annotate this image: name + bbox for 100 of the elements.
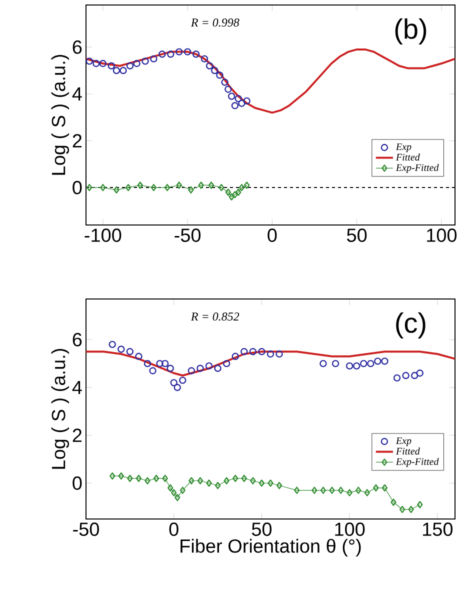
- point: [312, 486, 318, 494]
- point: [353, 362, 360, 370]
- point: [99, 60, 107, 68]
- point: [364, 489, 370, 496]
- annotation: R = 0.852: [190, 312, 240, 321]
- y-axis-title: Log ( S ) (a.u.): [51, 348, 70, 469]
- point: [218, 184, 224, 192]
- point: [276, 350, 283, 358]
- point: [216, 72, 224, 79]
- point: [266, 350, 274, 358]
- point: [356, 486, 362, 494]
- legend-label: Exp-Fitted: [396, 164, 439, 174]
- point: [224, 86, 232, 93]
- point: [196, 364, 204, 372]
- point: [214, 482, 221, 490]
- point: [158, 50, 166, 58]
- point: [320, 486, 326, 494]
- x-tick-label: 0: [169, 522, 178, 536]
- point: [142, 58, 149, 65]
- point: [228, 92, 236, 100]
- y-tick-label: 2: [72, 428, 82, 442]
- point: [243, 97, 250, 105]
- point: [205, 362, 213, 370]
- y-tick-label: 6: [72, 332, 82, 346]
- point: [232, 190, 238, 198]
- point: [329, 486, 335, 494]
- point: [224, 477, 230, 484]
- legend-label: Exp-Fitted: [396, 458, 439, 468]
- point: [373, 484, 379, 492]
- point: [206, 480, 212, 487]
- point: [402, 372, 410, 380]
- point: [390, 498, 396, 506]
- point: [174, 384, 181, 392]
- point: [235, 188, 242, 196]
- point: [144, 360, 152, 368]
- x-tick-label: -100: [84, 228, 122, 242]
- legend-label: Fitted: [396, 448, 420, 455]
- annotation: R = 0.998: [190, 18, 240, 27]
- y-tick-label: 0: [72, 180, 82, 194]
- x-tick-label: 100: [335, 522, 365, 536]
- point: [360, 360, 368, 368]
- point: [156, 360, 164, 368]
- legend-label: Fitted: [396, 154, 420, 161]
- point: [232, 352, 239, 360]
- point: [149, 367, 156, 374]
- point: [416, 370, 424, 377]
- point: [367, 360, 374, 368]
- x-tick-label: 50: [252, 522, 272, 536]
- point: [382, 484, 388, 492]
- point: [176, 182, 182, 189]
- y-tick-label: 4: [72, 87, 82, 100]
- point: [150, 55, 158, 62]
- point: [125, 184, 132, 192]
- x-tick-label: 0: [268, 228, 277, 242]
- point: [171, 489, 177, 496]
- point: [127, 474, 133, 482]
- x-tick-label: 150: [423, 522, 453, 536]
- point: [135, 352, 142, 360]
- y-axis-title: Log ( S ) (a.u.): [51, 54, 70, 175]
- point: [249, 348, 257, 356]
- point: [221, 78, 228, 86]
- point: [176, 48, 183, 56]
- point: [192, 50, 200, 58]
- annotation: (b): [395, 18, 426, 44]
- point: [228, 193, 234, 201]
- point: [214, 364, 222, 372]
- point: [166, 364, 174, 372]
- point: [250, 477, 256, 484]
- point: [408, 506, 414, 514]
- point: [294, 486, 300, 494]
- point: [232, 474, 238, 482]
- point: [276, 482, 282, 490]
- point: [170, 379, 178, 386]
- point: [150, 184, 157, 192]
- point: [197, 477, 204, 484]
- point: [258, 480, 265, 487]
- x-axis-title: Fiber Orientation θ (°): [180, 538, 361, 557]
- point: [133, 60, 140, 68]
- point: [200, 55, 208, 62]
- point: [241, 474, 247, 482]
- point: [381, 358, 388, 365]
- point: [410, 372, 418, 380]
- point: [320, 360, 327, 368]
- point: [136, 474, 142, 482]
- point: [399, 506, 406, 514]
- x-tick-label: 100: [427, 228, 457, 242]
- point: [346, 362, 354, 370]
- point: [108, 340, 116, 348]
- y-tick-label: 0: [72, 476, 82, 490]
- point: [118, 472, 124, 480]
- point: [167, 484, 174, 492]
- point: [174, 494, 180, 502]
- point: [162, 474, 168, 482]
- point: [238, 100, 246, 107]
- point: [161, 360, 169, 368]
- y-tick-label: 2: [72, 134, 82, 148]
- point: [222, 360, 230, 368]
- point: [234, 95, 242, 102]
- point: [126, 62, 134, 70]
- x-tick-label: -50: [73, 522, 99, 536]
